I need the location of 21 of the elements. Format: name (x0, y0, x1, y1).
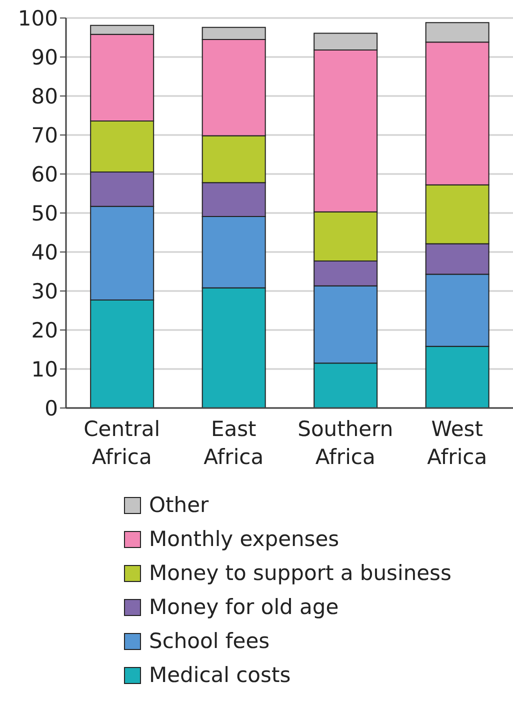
legend-label: Monthly expenses (149, 527, 340, 551)
y-tick-label: 0 (44, 396, 58, 420)
y-tick-label: 40 (31, 240, 58, 264)
y-tick-label: 100 (18, 6, 58, 30)
x-tick-label: Southern Africa (298, 417, 394, 469)
legend-label: School fees (149, 629, 270, 653)
y-tick-label: 30 (31, 279, 58, 304)
y-tick-label: 50 (31, 201, 58, 226)
x-tick-label: East Africa (204, 417, 264, 469)
y-tick-label: 20 (31, 318, 58, 342)
y-tick-label: 70 (31, 123, 58, 148)
y-tick-label: 80 (31, 84, 58, 108)
legend-label: Money to support a business (149, 561, 452, 585)
legend-label: Medical costs (149, 663, 291, 687)
y-tick-label: 60 (31, 162, 58, 186)
x-tick-label: West Africa (427, 417, 488, 469)
y-tick-label: 10 (31, 357, 58, 382)
legend-label: Other (149, 493, 209, 517)
x-tick-label: Central Africa (84, 417, 160, 469)
y-tick-label: 90 (31, 45, 58, 70)
legend-label: Money for old age (149, 595, 339, 619)
